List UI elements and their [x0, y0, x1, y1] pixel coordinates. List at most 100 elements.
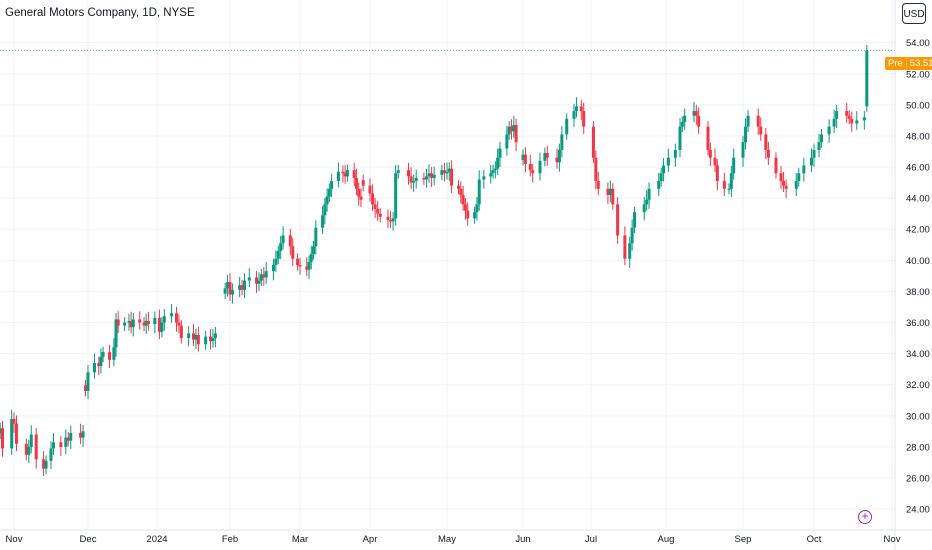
candle-body: [99, 356, 103, 367]
candle-body: [482, 176, 486, 180]
candle-body: [373, 204, 377, 210]
candle: [746, 110, 750, 133]
candle: [92, 353, 96, 379]
candle-body: [391, 218, 395, 222]
premarket-value: 53.51: [905, 57, 932, 70]
candle: [177, 314, 181, 333]
candle: [531, 163, 535, 183]
candle: [323, 197, 327, 225]
candle-body: [247, 277, 251, 281]
candle-body: [461, 195, 465, 205]
candle: [359, 188, 363, 208]
candle-body: [92, 362, 96, 373]
candle-body: [44, 460, 48, 469]
candle-body: [865, 50, 869, 107]
candle: [42, 451, 46, 476]
price-axis-label: 50.00: [906, 100, 930, 111]
candle: [192, 324, 195, 347]
candle-body: [127, 320, 131, 323]
price-axis-label: 42.00: [906, 225, 930, 236]
add-indicator-plus-icon[interactable]: +: [858, 510, 872, 524]
candle-body: [144, 320, 148, 326]
candle: [697, 107, 701, 134]
candle-body: [756, 115, 760, 127]
candle-body: [574, 106, 578, 112]
candle-body: [112, 347, 116, 360]
candle: [628, 236, 632, 268]
candle-body: [228, 282, 232, 295]
price-axis-label: 28.00: [906, 442, 930, 453]
candle: [101, 346, 105, 363]
candle-body: [557, 149, 561, 163]
candle: [27, 439, 31, 463]
candle-body: [623, 235, 627, 259]
candle-body: [611, 188, 615, 205]
candle-body: [138, 319, 142, 323]
candle-body: [42, 459, 46, 469]
candle: [389, 210, 393, 228]
candle: [213, 327, 217, 348]
candle-body: [211, 338, 215, 342]
candle: [847, 110, 851, 125]
candle: [657, 172, 661, 197]
candle: [692, 101, 696, 123]
candle-body: [722, 181, 726, 189]
time-axis-label: Aug: [658, 534, 675, 545]
candle-body: [174, 313, 178, 323]
candle: [29, 425, 33, 454]
candle: [305, 257, 309, 277]
candle: [538, 152, 542, 181]
candle: [680, 116, 684, 133]
candle-body: [645, 199, 649, 205]
candle: [659, 167, 663, 187]
candle-body: [802, 165, 806, 174]
candle: [855, 111, 859, 130]
candle-body: [204, 336, 208, 345]
candle-body: [572, 111, 576, 119]
candle-body: [170, 313, 174, 317]
candle: [447, 162, 451, 181]
candle: [473, 206, 477, 224]
candle-body: [79, 432, 83, 438]
candle-body: [187, 333, 191, 339]
candle-body: [194, 334, 198, 340]
candle-body: [242, 280, 246, 290]
candle: [673, 143, 677, 167]
candle: [862, 110, 866, 130]
candle: [424, 169, 428, 188]
currency-button[interactable]: USD: [902, 3, 926, 24]
candle: [442, 162, 446, 182]
candle: [288, 229, 292, 256]
candle: [187, 326, 191, 347]
candle: [477, 170, 481, 211]
candle: [108, 344, 112, 369]
candle-body: [371, 193, 375, 205]
candle-body: [209, 336, 213, 342]
candle: [642, 197, 646, 221]
time-axis-label: May: [438, 534, 456, 545]
candle-body: [271, 265, 275, 272]
candle-body: [692, 111, 696, 116]
price-axis-label: 32.00: [906, 380, 930, 391]
candle-body: [659, 173, 663, 182]
candle: [226, 274, 230, 297]
candle-body: [1, 428, 4, 449]
candle: [196, 326, 200, 352]
candle-body: [779, 173, 783, 182]
candle-body: [555, 157, 559, 163]
candle: [354, 168, 358, 196]
candle-body: [440, 170, 444, 175]
price-axis-label: 24.00: [906, 505, 930, 516]
candle: [820, 128, 824, 148]
candle-body: [257, 280, 261, 284]
candle: [230, 283, 234, 304]
candle: [727, 183, 731, 195]
candle: [291, 238, 295, 267]
candle: [706, 121, 710, 156]
candle: [475, 197, 479, 221]
candle-body: [407, 170, 410, 177]
price-axis-label: 46.00: [906, 163, 930, 174]
candle: [779, 165, 783, 190]
candle-body: [784, 185, 788, 189]
